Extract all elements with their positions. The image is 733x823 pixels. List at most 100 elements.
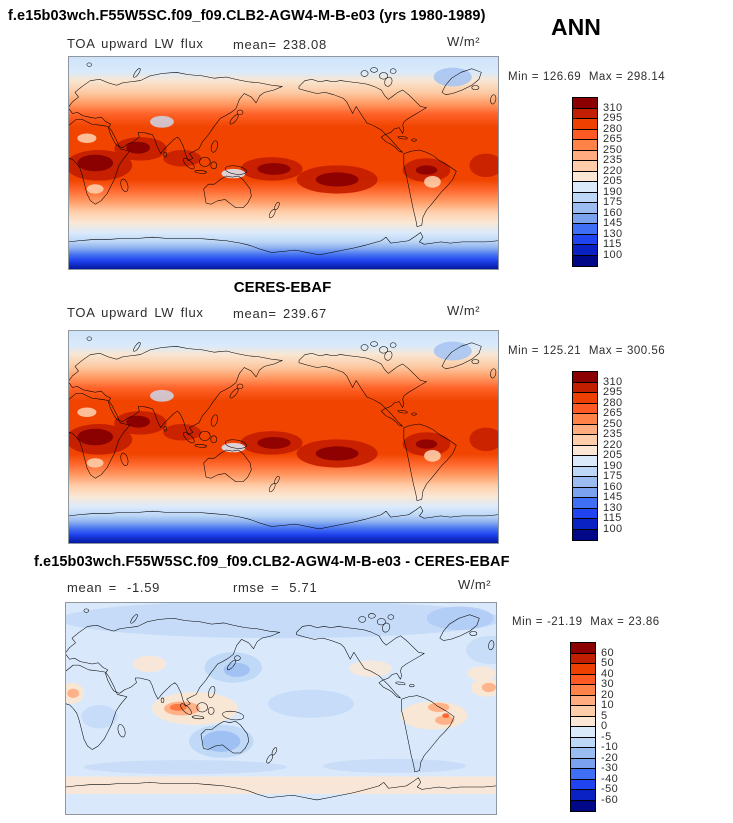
obs-contour-map [68, 330, 499, 544]
colorbar-cell [573, 255, 597, 266]
colorbar-cell [573, 424, 597, 435]
colorbar-tick-label: 100 [603, 522, 623, 535]
panel3-max-label: Max = [590, 616, 625, 628]
panel1-max-value: 298.14 [626, 71, 666, 83]
colorbar-cell [573, 435, 597, 446]
colorbar-tick-label: 250 [603, 143, 623, 156]
colorbar-tick-label: 60 [601, 646, 615, 659]
colorbar-tick-label: 145 [603, 491, 623, 503]
colorbar-cell [573, 456, 597, 467]
panel3-mean-value: -1.59 [126, 580, 161, 595]
panel2-min-value: 125.21 [542, 345, 582, 357]
colorbar-cell [573, 445, 597, 456]
colorbar-tick-label: 235 [603, 428, 623, 440]
colorbar-tick-label: 235 [603, 154, 623, 166]
diff-contour-map [65, 602, 497, 815]
colorbar-tick-label: 145 [603, 217, 623, 229]
panel1-min-label: Min = [508, 71, 539, 83]
colorbar-cell [571, 779, 595, 790]
colorbar-tick-label: 265 [603, 407, 623, 419]
difference-map-canvas [66, 603, 496, 814]
colorbar-cell [573, 161, 597, 172]
panel1-colorbar: 310 295 280 265 250 235 220 205 190 175 160 145 130 1… [572, 97, 692, 267]
colorbar-tick-label: 175 [603, 196, 623, 208]
colorbar-tick-label: 295 [603, 386, 623, 398]
diff-title: f.e15b03wch.F55W5SC.f09_f09.CLB2-AGW4-M-… [34, 554, 510, 570]
colorbar-tick-label: 5 [601, 709, 608, 722]
colorbar-tick-label: 130 [603, 501, 623, 514]
colorbar-cell [573, 382, 597, 393]
colorbar-cell [573, 487, 597, 498]
colorbar-cell [571, 737, 595, 748]
colorbar-cell [573, 119, 597, 130]
panel1-mean-label: mean= [233, 37, 277, 52]
colorbar-cell [573, 98, 597, 109]
colorbar-tick-label: 205 [603, 175, 623, 187]
colorbar-cell [573, 171, 597, 182]
panel3-units: W/m² [458, 577, 492, 592]
panel1-mean: mean= 238.08 [233, 37, 327, 52]
colorbar-cell [571, 758, 595, 769]
panel2-mean-label: mean= [233, 306, 277, 321]
colorbar-tick-label: -20 [601, 751, 619, 764]
colorbar-cell [573, 108, 597, 119]
colorbar-swatches [572, 97, 598, 267]
colorbar-tick-label: 40 [601, 667, 615, 680]
panel2-max-label: Max = [588, 345, 623, 357]
colorbar-cell [571, 643, 595, 654]
colorbar-tick-label: 160 [603, 206, 623, 219]
panel1-min-value: 126.69 [542, 71, 582, 83]
colorbar-tick-label: 160 [603, 480, 623, 493]
colorbar-cell [573, 372, 597, 383]
panel3-rmse-value: 5.71 [289, 580, 318, 595]
colorbar-cell [573, 529, 597, 540]
colorbar-tick-label: -60 [601, 793, 619, 806]
colorbar-cell [573, 213, 597, 224]
panel2-max-value: 300.56 [626, 345, 666, 357]
colorbar-tick-label: 205 [603, 449, 623, 461]
colorbar-tick-label: 280 [603, 122, 623, 135]
colorbar-cell [571, 653, 595, 664]
colorbar-tick-label: 10 [601, 699, 615, 711]
colorbar-tick-label: 220 [603, 438, 623, 451]
panel3-mean-label: mean = [67, 580, 117, 595]
colorbar-cell [573, 150, 597, 161]
colorbar-cell [571, 790, 595, 801]
colorbar-tick-label: 100 [603, 248, 623, 261]
colorbar-cell [571, 748, 595, 759]
obs-title: CERES-EBAF [233, 279, 332, 296]
panel2-min-label: Min = [508, 345, 539, 357]
panel1-variable-label: TOA upward LW flux [67, 36, 204, 51]
colorbar-tick-label: 20 [601, 688, 615, 701]
colorbar-tick-label: 0 [601, 720, 608, 732]
panel1-units: W/m² [447, 34, 481, 49]
colorbar-cell [573, 140, 597, 151]
colorbar-cell [571, 695, 595, 706]
model-contour-map [68, 56, 499, 270]
colorbar-tick-label: 220 [603, 164, 623, 177]
colorbar-cell [573, 192, 597, 203]
colorbar-cell [571, 769, 595, 780]
colorbar-cell [573, 182, 597, 193]
panel3-mean: mean = -1.59 [67, 580, 160, 595]
case-title: f.e15b03wch.F55W5SC.f09_f09.CLB2-AGW4-M-… [8, 8, 486, 24]
colorbar-cell [573, 129, 597, 140]
colorbar-tick-label: 310 [603, 101, 623, 114]
colorbar-cell [571, 664, 595, 675]
panel2-units: W/m² [447, 303, 481, 318]
colorbar-tick-label: 115 [603, 238, 622, 250]
colorbar-tick-label: 175 [603, 470, 623, 482]
panel3-max-value: 23.86 [628, 616, 660, 628]
colorbar-tick-label: 295 [603, 112, 623, 124]
panel3-rmse: rmse = 5.71 [233, 580, 317, 595]
colorbar-cell [573, 393, 597, 404]
colorbar-tick-label: 190 [603, 185, 623, 198]
colorbar-tick-label: 310 [603, 375, 623, 388]
colorbar-cell [573, 245, 597, 256]
colorbar-cell [571, 706, 595, 717]
panel3-minmax: Min = -21.19 Max = 23.86 [512, 616, 664, 628]
colorbar-cell [571, 685, 595, 696]
panel2-mean-value: 239.67 [282, 306, 327, 321]
panel2-mean: mean= 239.67 [233, 306, 327, 321]
